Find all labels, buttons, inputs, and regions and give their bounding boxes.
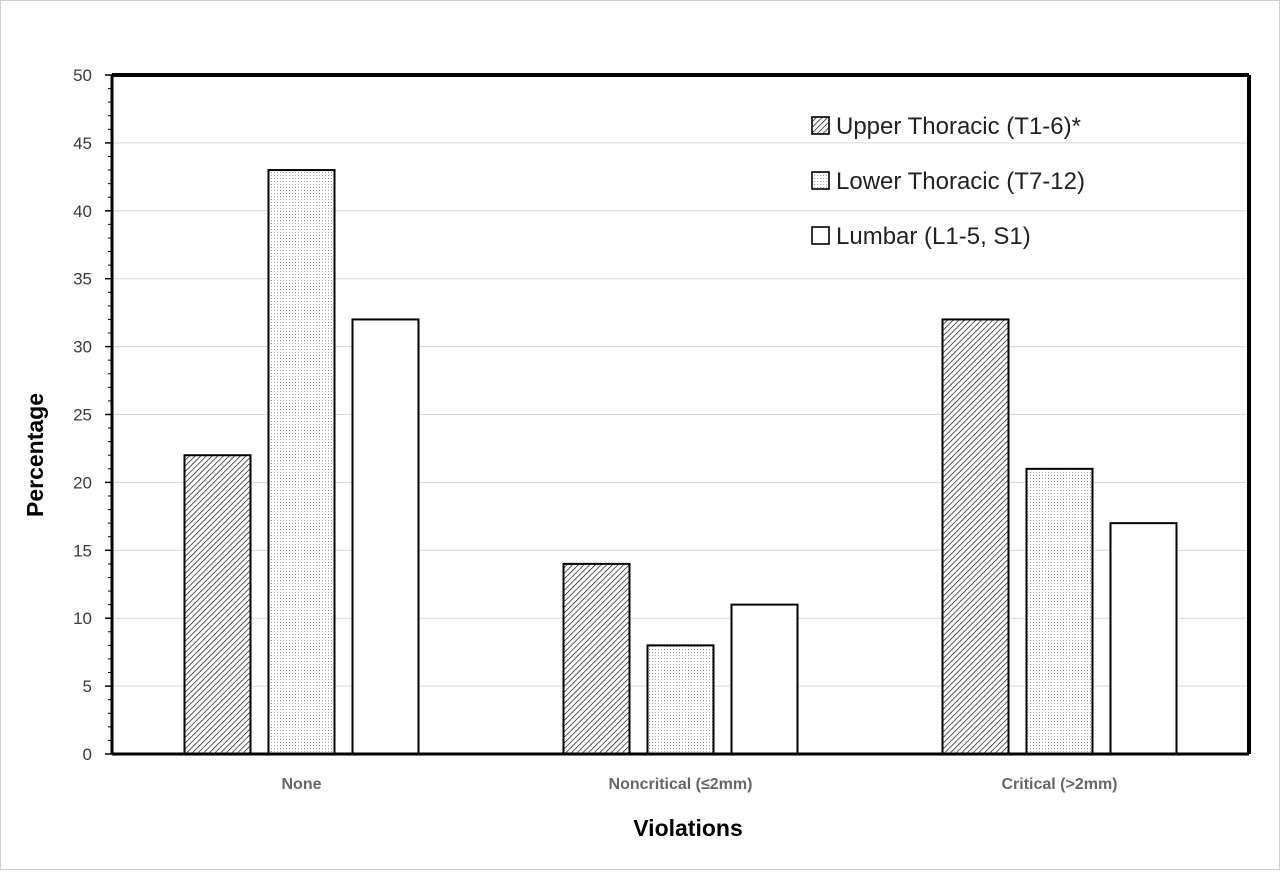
y-tick-label: 30 (73, 338, 92, 357)
legend-label: Upper Thoracic (T1-6)* (836, 113, 1081, 140)
y-axis-title: Percentage (22, 393, 48, 517)
legend-swatch (811, 116, 830, 135)
y-tick-label: 50 (73, 66, 92, 85)
bar-2-2 (646, 644, 715, 755)
bar-3-2 (730, 603, 799, 755)
bar-3-1 (351, 318, 420, 755)
legend-swatch (811, 171, 830, 190)
x-category-label: Noncritical (≤2mm) (609, 776, 753, 793)
bar-1-2 (562, 562, 631, 755)
legend-label: Lumbar (L1-5, S1) (836, 223, 1031, 250)
y-tick-label: 25 (73, 406, 92, 425)
legend-label: Lower Thoracic (T7-12) (836, 168, 1085, 195)
bar-3-3 (1109, 522, 1178, 756)
y-tick-label: 35 (73, 270, 92, 289)
y-tick-label: 0 (83, 745, 92, 764)
y-tick-label: 10 (73, 609, 92, 628)
bar-2-3 (1025, 467, 1094, 755)
legend-swatch (811, 226, 830, 245)
axes (105, 73, 1251, 756)
x-category-label: Critical (>2mm) (1001, 776, 1117, 793)
x-category-label: None (282, 776, 322, 793)
x-axis-title: Violations (633, 815, 743, 841)
bar-1-1 (183, 454, 252, 755)
y-tick-labels: 0 5 10 15 20 25 30 35 40 45 50 (73, 66, 92, 764)
y-tick-label: 20 (73, 473, 92, 492)
y-tick-label: 40 (73, 202, 92, 221)
legend: Upper Thoracic (T1-6)* Lower Thoracic (T7… (811, 113, 1085, 250)
y-tick-label: 15 (73, 541, 92, 560)
x-category-labels: None Noncritical (≤2mm) Critical (>2mm) (282, 776, 1118, 793)
y-tick-label: 5 (83, 677, 92, 696)
bar-2-1 (267, 169, 336, 755)
bar-1-3 (941, 318, 1010, 755)
bars (183, 169, 1178, 756)
y-tick-label: 45 (73, 134, 92, 153)
